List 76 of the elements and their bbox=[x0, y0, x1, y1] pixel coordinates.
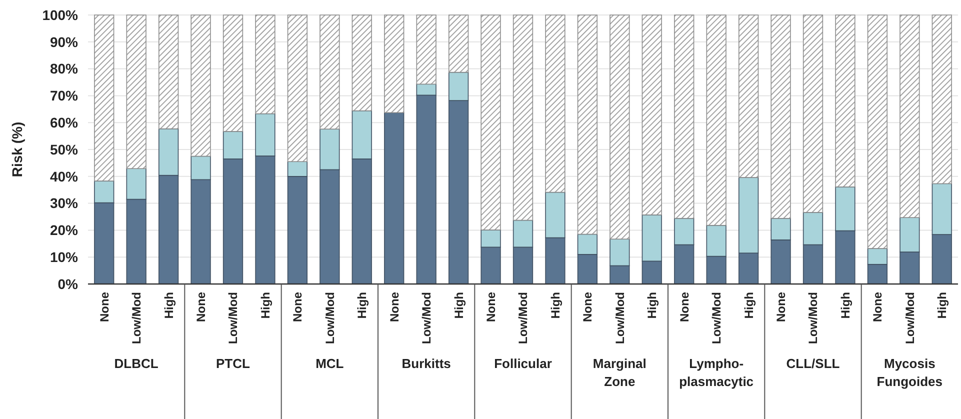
x-tick-label: High bbox=[935, 292, 950, 319]
x-tick-label: None bbox=[484, 292, 498, 322]
bar bbox=[158, 14, 179, 130]
bar bbox=[480, 14, 501, 230]
x-tick-label: Low/Mod bbox=[806, 292, 820, 344]
bar bbox=[738, 14, 759, 178]
x-tick-label: None bbox=[194, 292, 208, 322]
bar bbox=[190, 14, 211, 157]
text: Marginal Zone bbox=[592, 356, 646, 389]
bar bbox=[352, 14, 372, 112]
bar bbox=[932, 14, 952, 184]
x-tick-label: Low/Mod bbox=[226, 292, 240, 344]
x-tick-label: High bbox=[162, 292, 176, 319]
x-tick-label: High bbox=[742, 292, 756, 319]
bar bbox=[255, 14, 276, 114]
text: Lympho- plasmacytic bbox=[679, 356, 754, 389]
y-tick-label: 80% bbox=[50, 60, 79, 77]
x-tick-label: Low/Mod bbox=[130, 292, 144, 344]
y-tick-label: 50% bbox=[50, 141, 79, 158]
text: DLBCL bbox=[114, 356, 158, 371]
x-tick-label: None bbox=[677, 292, 692, 322]
y-tick-label: 10% bbox=[50, 249, 79, 265]
y-axis-title: Risk (%) bbox=[9, 122, 25, 178]
bar bbox=[867, 14, 888, 249]
text: CLL/SLL bbox=[786, 356, 840, 371]
bar bbox=[320, 14, 340, 130]
x-tick-label: None bbox=[290, 292, 305, 322]
bar bbox=[94, 14, 114, 182]
y-tick-label: 90% bbox=[50, 34, 79, 50]
x-tick-label: High bbox=[258, 292, 272, 319]
bar bbox=[416, 14, 436, 85]
x-tick-label: Low/Mod bbox=[420, 292, 434, 344]
bar bbox=[610, 14, 630, 240]
x-tick-label: None bbox=[97, 292, 112, 322]
bar bbox=[674, 14, 694, 219]
bar bbox=[642, 14, 662, 216]
y-tick-label: 70% bbox=[50, 88, 79, 104]
bar bbox=[577, 14, 598, 235]
bar bbox=[384, 14, 404, 114]
bar bbox=[512, 14, 534, 221]
y-tick-label: 60% bbox=[50, 114, 79, 130]
bar bbox=[770, 14, 791, 219]
bar bbox=[706, 14, 726, 226]
x-tick-label: None bbox=[774, 292, 788, 322]
bar bbox=[448, 14, 469, 73]
bar bbox=[802, 14, 824, 213]
text: Burkitts bbox=[402, 356, 451, 371]
text: Mycosis Fungoides bbox=[876, 356, 943, 389]
x-tick-label: Low/Mod bbox=[902, 292, 917, 344]
x-tick-label: None bbox=[870, 292, 885, 322]
bar bbox=[545, 14, 566, 193]
bar bbox=[900, 14, 920, 218]
x-tick-label: High bbox=[548, 292, 562, 319]
y-tick-label: 0% bbox=[58, 276, 79, 292]
bar bbox=[835, 14, 856, 188]
text: PTCL bbox=[216, 356, 250, 371]
x-tick-label: Low/Mod bbox=[710, 292, 724, 344]
x-tick-label: Low/Mod bbox=[516, 292, 530, 344]
text: Follicular bbox=[494, 356, 552, 371]
x-tick-label: Low/Mod bbox=[322, 292, 337, 344]
y-tick-label: 100% bbox=[42, 6, 79, 23]
bar bbox=[287, 14, 308, 162]
y-tick-label: 30% bbox=[50, 195, 79, 212]
y-tick-label: 20% bbox=[50, 222, 79, 238]
bar bbox=[384, 112, 404, 284]
x-tick-label: High bbox=[838, 292, 852, 319]
x-tick-label: High bbox=[645, 292, 660, 319]
text: MCL bbox=[316, 356, 344, 371]
x-tick-label: High bbox=[452, 292, 466, 319]
bar bbox=[222, 14, 244, 132]
x-tick-label: None bbox=[387, 292, 402, 322]
x-tick-label: Low/Mod bbox=[612, 292, 627, 344]
x-tick-label: High bbox=[355, 292, 370, 319]
y-tick-label: 40% bbox=[50, 168, 79, 184]
x-tick-label: None bbox=[580, 292, 595, 322]
bar bbox=[126, 14, 146, 169]
